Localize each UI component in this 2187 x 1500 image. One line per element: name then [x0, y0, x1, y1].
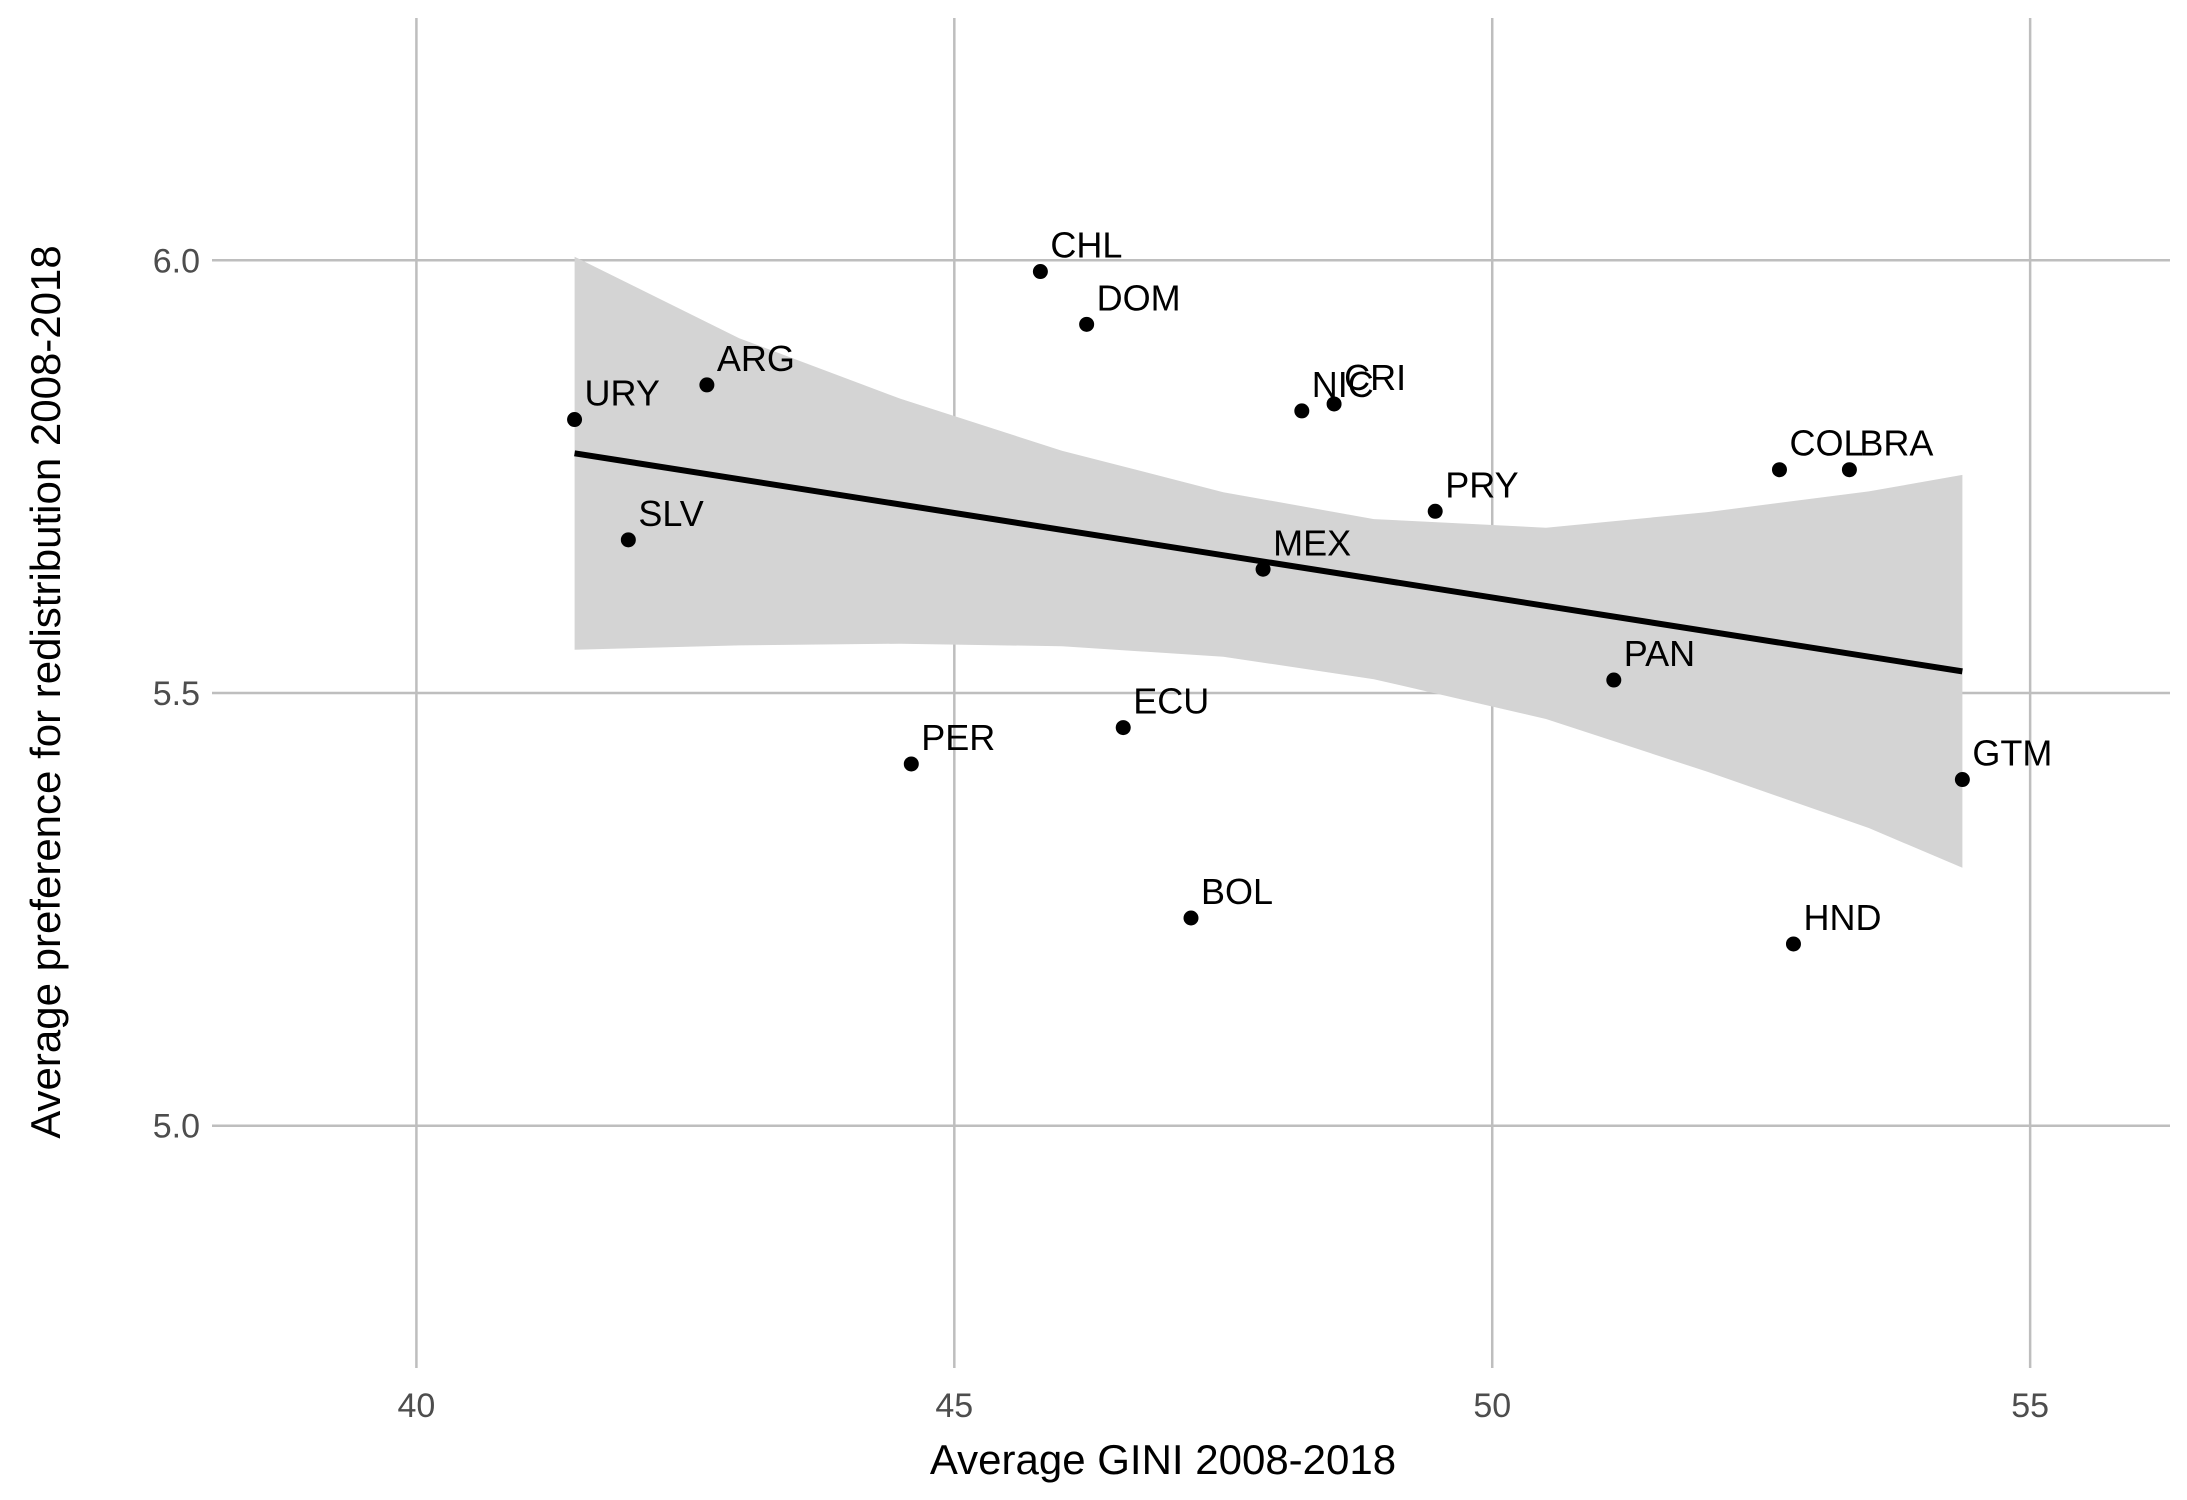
y-tick-label-5.5: 5.5 [153, 675, 200, 713]
point-label-chl: CHL [1050, 225, 1122, 266]
data-point-cri [1326, 396, 1342, 412]
y-tick-label-5.0: 5.0 [153, 1108, 200, 1146]
regression-line [574, 450, 1963, 675]
x-tick-label-50: 50 [1473, 1387, 1511, 1425]
data-point-ecu [1115, 720, 1131, 736]
y-axis-title: Average preference for redistribution 20… [22, 245, 69, 1138]
point-label-pan: PAN [1624, 633, 1695, 674]
data-point-dom [1079, 316, 1095, 332]
point-label-hnd: HND [1803, 897, 1881, 938]
point-label-pry: PRY [1445, 464, 1518, 505]
data-point-col [1771, 462, 1787, 478]
data-point-ury [567, 412, 583, 428]
x-tick-label-40: 40 [397, 1387, 435, 1425]
y-tick-label-6.0: 6.0 [153, 242, 200, 280]
point-label-arg: ARG [717, 338, 795, 379]
data-point-hnd [1785, 936, 1801, 952]
data-point-gtm [1954, 772, 1970, 788]
point-label-slv: SLV [638, 493, 703, 534]
x-axis-title: Average GINI 2008-2018 [930, 1436, 1396, 1483]
fit-line-group [574, 450, 1963, 675]
x-tick-label-45: 45 [935, 1387, 973, 1425]
point-label-mex: MEX [1273, 522, 1351, 563]
point-label-gtm: GTM [1972, 733, 2052, 774]
point-label-ury: URY [585, 373, 660, 414]
point-label-bol: BOL [1201, 871, 1273, 912]
data-point-nic [1294, 403, 1310, 419]
point-label-col: COL [1789, 423, 1863, 464]
data-point-bol [1183, 910, 1199, 926]
data-point-pan [1606, 672, 1622, 688]
point-label-dom: DOM [1097, 277, 1181, 318]
point-label-bra: BRA [1859, 423, 1933, 464]
point-label-nic: NIC [1312, 364, 1374, 405]
data-point-chl [1032, 264, 1048, 280]
data-point-pry [1427, 503, 1443, 519]
data-point-bra [1841, 462, 1857, 478]
point-label-cri: CRI [1344, 357, 1406, 398]
point-label-ecu: ECU [1133, 681, 1209, 722]
data-point-arg [699, 377, 715, 393]
x-tick-label-55: 55 [2011, 1387, 2049, 1425]
data-point-per [903, 756, 919, 772]
point-label-per: PER [921, 717, 995, 758]
data-point-mex [1255, 561, 1271, 577]
data-points [567, 264, 1970, 952]
data-point-slv [620, 532, 636, 548]
axis-tick-labels: 40 45 50 55 5.0 5.5 6.0 [153, 242, 2049, 1425]
